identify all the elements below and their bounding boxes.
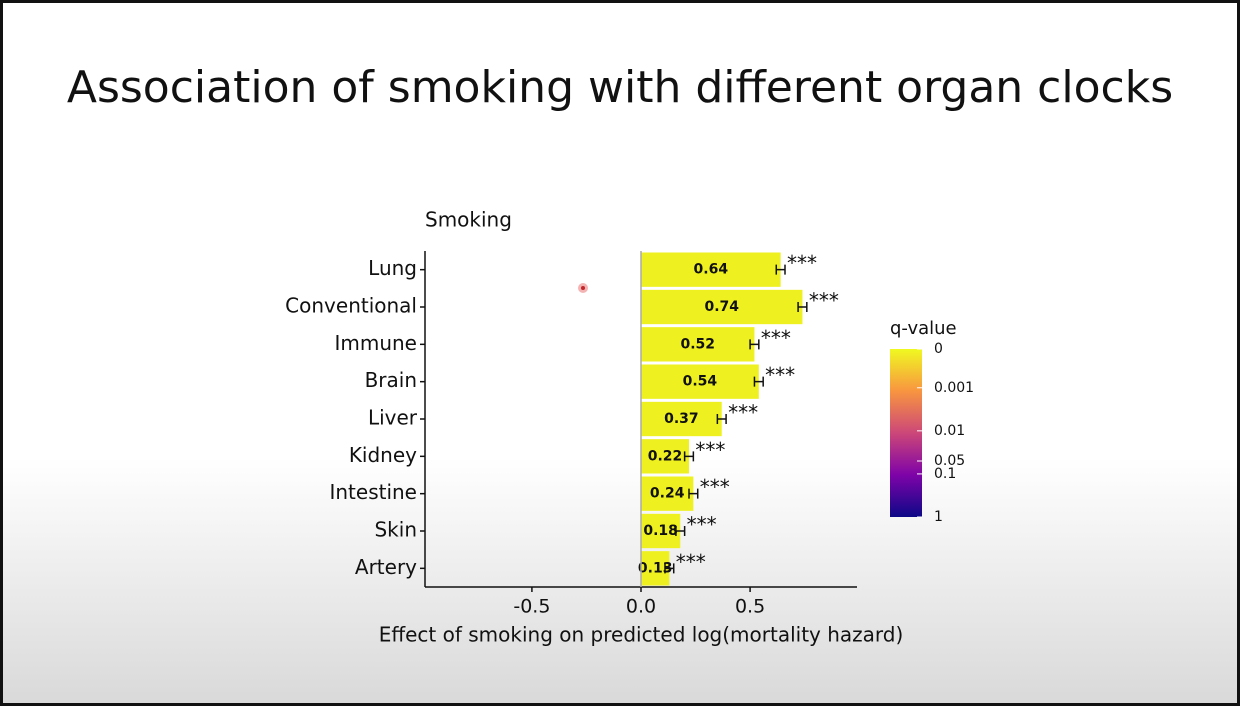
- x-tick-label: 0.0: [626, 596, 656, 618]
- error-bar: [749, 339, 760, 350]
- bar: [641, 401, 722, 437]
- y-tick-label: Conventional: [285, 294, 417, 318]
- significance: ***: [687, 513, 717, 537]
- colorbar-tick-label: 0.001: [934, 380, 974, 396]
- x-tick-label: -0.5: [513, 596, 550, 618]
- bar: [641, 364, 759, 399]
- error-bar: [683, 451, 695, 462]
- slide-title: Association of smoking with different or…: [67, 62, 1173, 113]
- significance: ***: [728, 401, 758, 425]
- value-label: 0.22: [648, 448, 683, 464]
- value-label: 0.24: [650, 486, 685, 502]
- y-tick-label: Artery: [355, 555, 417, 579]
- y-tick-label: Liver: [368, 406, 418, 430]
- y-tick-label: Intestine: [329, 480, 417, 504]
- colorbar: [890, 349, 922, 517]
- cursor-dot: [581, 286, 585, 290]
- bar: [641, 513, 681, 549]
- colorbar-title: q-value: [890, 318, 957, 339]
- significance: ***: [700, 475, 730, 499]
- significance: ***: [761, 326, 791, 350]
- value-label: 0.18: [643, 523, 678, 539]
- error-bar: [716, 414, 727, 424]
- bar: [641, 327, 755, 362]
- y-tick-label: Lung: [368, 256, 417, 280]
- y-tick-label: Skin: [374, 518, 417, 542]
- colorbar-tick-label: 0.1: [934, 466, 956, 482]
- significance: ***: [676, 550, 706, 574]
- chart-subtitle: Smoking: [425, 208, 512, 232]
- value-label: 0.13: [638, 560, 673, 576]
- colorbar-tick-label: 0.01: [934, 423, 965, 439]
- bar: [641, 252, 781, 287]
- x-axis-label: Effect of smoking on predicted log(morta…: [379, 623, 904, 647]
- x-tick-label: 0.5: [735, 596, 765, 618]
- y-tick-label: Kidney: [349, 443, 417, 467]
- significance: ***: [787, 251, 817, 275]
- error-bar: [753, 376, 764, 387]
- y-tick-label: Brain: [365, 368, 417, 392]
- error-bar: [775, 264, 786, 275]
- significance: ***: [695, 438, 725, 462]
- y-tick-label: Immune: [334, 331, 417, 355]
- value-label: 0.54: [683, 374, 718, 390]
- colorbar-tick-label: 0: [934, 341, 943, 357]
- value-label: 0.52: [680, 336, 715, 352]
- bar: [641, 439, 689, 474]
- bar: [641, 476, 694, 511]
- value-label: 0.74: [704, 299, 739, 315]
- error-bar: [797, 302, 808, 312]
- colorbar-tick-label: 1: [934, 509, 943, 525]
- bar: [641, 289, 803, 325]
- error-bar: [688, 488, 699, 499]
- value-label: 0.37: [664, 411, 699, 427]
- value-label: 0.64: [694, 262, 729, 278]
- colorbar-tick-label: 0.05: [934, 453, 965, 469]
- error-bar: [675, 526, 686, 536]
- significance: ***: [809, 289, 839, 313]
- error-bar: [664, 563, 675, 574]
- significance: ***: [765, 363, 795, 387]
